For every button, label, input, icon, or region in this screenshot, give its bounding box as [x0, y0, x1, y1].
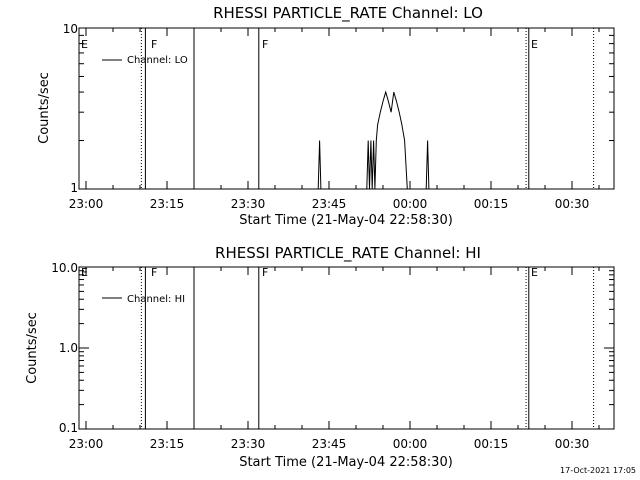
series-lo-line: [317, 90, 430, 190]
panel-lo-x-ticks: 23:00 23:15 23:30 23:45 00:00 00:15 00:3…: [69, 197, 590, 211]
panel-hi-x-ticks: 23:00 23:15 23:30 23:45 00:00 00:15 00:3…: [69, 437, 590, 451]
panel-lo-frame: [78, 27, 615, 190]
x-tick-hi-2345: 23:45: [312, 437, 347, 451]
panel-lo-tick-marks: [79, 27, 614, 190]
panel-lo-x-axis-label: Start Time (21-May-04 22:58:30): [239, 213, 453, 228]
x-tick-lo-2345: 23:45: [312, 197, 347, 211]
panel-hi-y-ticks: 10.0 1.0 0.1: [51, 261, 78, 435]
y-tick-hi-1: 1.0: [59, 341, 78, 355]
panel-lo-flag-lines: [140, 28, 595, 189]
y-tick-hi-0-1: 0.1: [59, 421, 78, 435]
x-tick-hi-0015: 00:15: [474, 437, 509, 451]
flag-label-e-end: E: [531, 38, 538, 51]
panel-lo-y-ticks: 10 1: [63, 22, 78, 195]
panel-hi-y-axis-label: Counts/sec: [25, 312, 40, 384]
panel-hi-title: RHESSI PARTICLE_RATE Channel: HI: [215, 244, 481, 263]
flag-label-e-end: E: [531, 266, 538, 279]
flag-label-e-start: E: [81, 266, 88, 279]
flag-label-f-1: F: [151, 266, 157, 279]
panel-hi-flag-lines: [140, 267, 595, 429]
generation-timestamp: 17-Oct-2021 17:05: [560, 466, 636, 475]
y-tick-hi-10: 10.0: [51, 261, 78, 275]
y-tick-lo-10: 10: [63, 22, 78, 36]
panel-lo-legend: Channel: LO: [102, 55, 188, 66]
x-tick-lo-2300: 23:00: [69, 197, 104, 211]
x-tick-hi-2330: 23:30: [231, 437, 266, 451]
x-tick-hi-2300: 23:00: [69, 437, 104, 451]
flag-label-f-1: F: [151, 38, 157, 51]
y-tick-lo-1: 1: [70, 181, 78, 195]
panel-lo: RHESSI PARTICLE_RATE Channel: LO E F F E…: [37, 4, 615, 228]
series-line: [317, 90, 430, 190]
x-tick-lo-2330: 23:30: [231, 197, 266, 211]
x-tick-lo-2315: 23:15: [150, 197, 185, 211]
panel-hi-frame: [78, 266, 615, 430]
panel-hi-tick-marks: [79, 266, 614, 430]
x-tick-hi-0000: 00:00: [393, 437, 428, 451]
flag-label-f-2: F: [262, 266, 268, 279]
panel-hi: RHESSI PARTICLE_RATE Channel: HI E F F E…: [25, 244, 615, 470]
legend-label-hi: Channel: HI: [127, 294, 185, 305]
x-tick-hi-0030: 00:30: [555, 437, 590, 451]
panel-lo-flag-labels: E F F E: [81, 38, 538, 51]
panel-hi-x-axis-label: Start Time (21-May-04 22:58:30): [239, 455, 453, 470]
panel-hi-legend: Channel: HI: [102, 294, 185, 305]
x-tick-lo-0015: 00:15: [474, 197, 509, 211]
flag-label-e-start: E: [81, 38, 88, 51]
x-tick-lo-0000: 00:00: [393, 197, 428, 211]
panel-lo-title: RHESSI PARTICLE_RATE Channel: LO: [213, 4, 483, 23]
panel-hi-flag-labels: E F F E: [81, 266, 538, 279]
panel-lo-y-axis-label: Counts/sec: [37, 72, 52, 144]
flag-label-f-2: F: [262, 38, 268, 51]
x-tick-lo-0030: 00:30: [555, 197, 590, 211]
legend-label-lo: Channel: LO: [127, 55, 188, 66]
x-tick-hi-2315: 23:15: [150, 437, 185, 451]
